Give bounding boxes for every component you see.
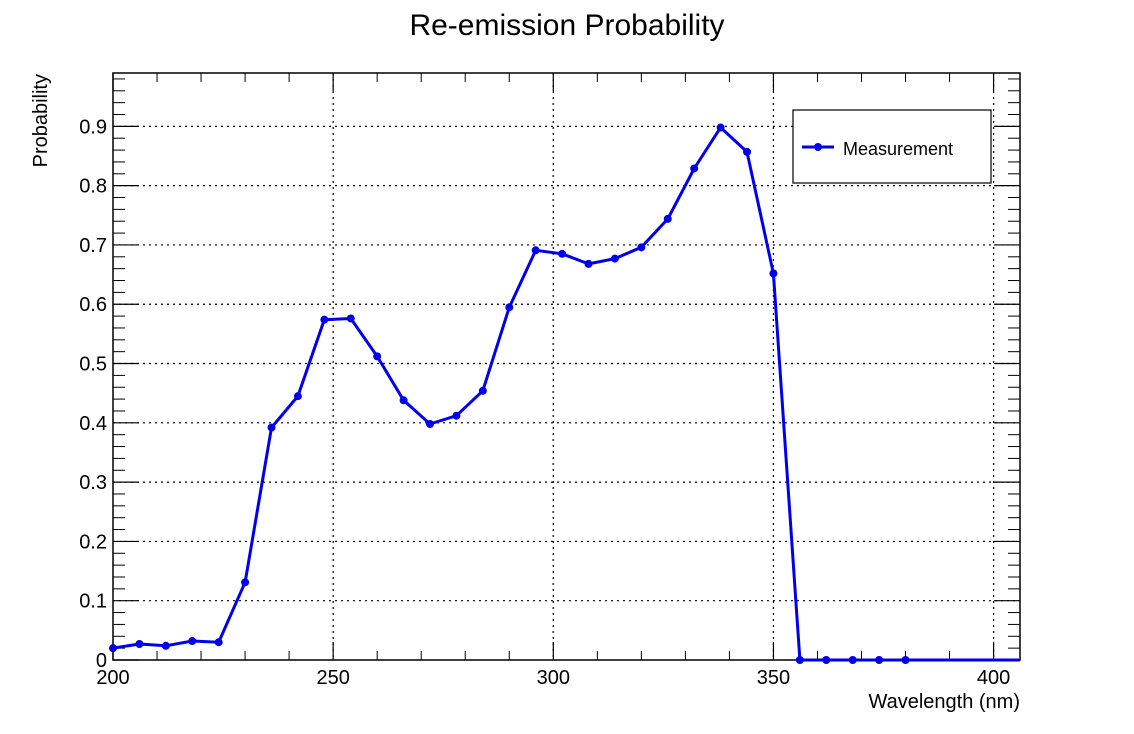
- y-tick-label: 0: [96, 650, 107, 672]
- legend-marker-swatch: [814, 143, 822, 151]
- series: [109, 123, 1020, 664]
- y-tick-label: 0.7: [79, 235, 107, 257]
- data-point: [293, 392, 302, 401]
- data-point: [373, 352, 382, 361]
- x-tick-labels: 200 250 300 350 400: [96, 667, 1010, 689]
- data-point: [716, 123, 725, 132]
- plot-frame: [112, 72, 1021, 661]
- data-point: [531, 246, 540, 255]
- y-tick-label: 0.1: [79, 591, 107, 613]
- data-point: [426, 420, 435, 429]
- data-point: [558, 249, 567, 258]
- y-tick-label: 0.2: [79, 531, 107, 553]
- data-point: [743, 147, 752, 156]
- data-point: [505, 303, 514, 312]
- x-tick-label: 350: [757, 667, 790, 689]
- data-point: [241, 578, 250, 587]
- legend-label-measurement: Measurement: [843, 139, 953, 159]
- x-tick-label: 250: [316, 667, 349, 689]
- y-axis-label: Probability: [30, 74, 52, 167]
- y-tick-label: 0.9: [79, 116, 107, 138]
- data-point: [135, 639, 144, 648]
- data-point: [663, 214, 672, 223]
- data-point: [690, 164, 699, 173]
- data-point: [584, 259, 593, 268]
- data-point: [320, 315, 329, 324]
- x-tick-label: 300: [537, 667, 570, 689]
- chart-title: Re-emission Probability: [409, 9, 724, 42]
- data-point: [637, 243, 646, 252]
- data-point: [769, 269, 778, 278]
- y-tick-label: 0.4: [79, 413, 107, 435]
- legend: Measurement: [792, 109, 992, 184]
- data-point: [267, 423, 276, 432]
- data-point: [901, 656, 910, 664]
- x-tick-label: 400: [977, 667, 1010, 689]
- data-point: [848, 656, 857, 664]
- y-tick-label: 0.8: [79, 176, 107, 198]
- data-point: [478, 386, 487, 395]
- series-line-measurement: [112, 126, 1020, 662]
- y-tick-label: 0.5: [79, 354, 107, 376]
- axis-ticks: [112, 73, 1020, 661]
- data-point: [109, 644, 117, 653]
- y-tick-labels: 0 0.1 0.2 0.3 0.4 0.5 0.6 0.7 0.8 0.9: [79, 116, 107, 672]
- data-point: [795, 656, 804, 664]
- data-point: [452, 411, 461, 420]
- x-tick-label: 200: [96, 667, 129, 689]
- y-tick-label: 0.3: [79, 472, 107, 494]
- data-point: [346, 314, 355, 323]
- data-point: [822, 656, 831, 664]
- data-point: [188, 637, 197, 646]
- data-point: [161, 641, 170, 650]
- data-point: [610, 254, 619, 263]
- x-axis-label: Wavelength (nm): [868, 691, 1020, 713]
- data-point: [214, 638, 223, 647]
- data-point: [399, 396, 408, 405]
- data-point: [875, 656, 884, 664]
- grid: [113, 73, 1020, 660]
- y-tick-label: 0.6: [79, 294, 107, 316]
